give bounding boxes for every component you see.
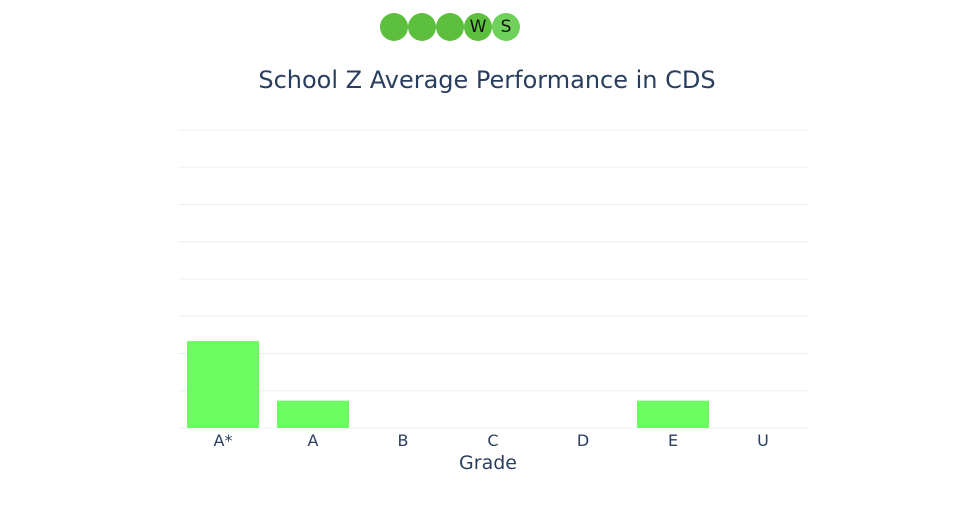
badge-row: W S	[380, 13, 520, 41]
x-tick-label: D	[577, 431, 589, 450]
bar-a[interactable]	[277, 400, 349, 428]
badge-1	[380, 13, 408, 41]
grid-lines	[178, 129, 808, 429]
chart-title: School Z Average Performance in CDS	[258, 66, 716, 94]
badge-s: S	[492, 13, 520, 41]
x-tick-label: A*	[214, 431, 233, 450]
bar-e[interactable]	[637, 400, 709, 428]
badge-2	[408, 13, 436, 41]
x-tick-label: E	[668, 431, 678, 450]
x-axis-label: Grade	[459, 452, 517, 474]
bar-astar[interactable]	[187, 341, 259, 428]
badge-3	[436, 13, 464, 41]
x-tick-label: B	[398, 431, 409, 450]
x-tick-label: A	[308, 431, 319, 450]
x-tick-labels: A* A B C D E U	[214, 431, 769, 450]
x-tick-label: U	[757, 431, 769, 450]
badge-w: W	[464, 13, 492, 41]
x-tick-label: C	[487, 431, 498, 450]
bars	[187, 341, 709, 428]
